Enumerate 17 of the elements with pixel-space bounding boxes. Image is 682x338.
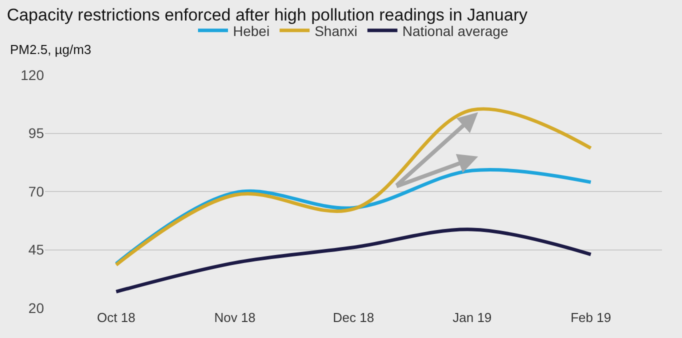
y-tick-label: 45 <box>28 242 44 258</box>
x-tick-label: Dec 18 <box>332 310 374 325</box>
line-series <box>114 107 593 267</box>
line-series <box>114 228 593 294</box>
y-axis-title: PM2.5, µg/m3 <box>10 42 92 57</box>
legend-label: Shanxi <box>314 22 358 39</box>
x-tick-label: Oct 18 <box>97 310 136 325</box>
x-tick-label: Feb 19 <box>570 310 612 325</box>
chart-title: Capacity restrictions enforced after high pollution readings in January <box>6 5 528 24</box>
y-tick-label: 20 <box>28 300 44 316</box>
y-tick-label: 120 <box>20 66 44 83</box>
legend-label: Hebei <box>233 22 270 39</box>
y-tick-label: 70 <box>28 183 44 200</box>
y-tick-label: 95 <box>28 125 44 142</box>
x-tick-label: Nov 18 <box>214 310 256 325</box>
x-tick-label: Jan 19 <box>452 310 492 325</box>
legend-label: National average <box>402 22 508 39</box>
